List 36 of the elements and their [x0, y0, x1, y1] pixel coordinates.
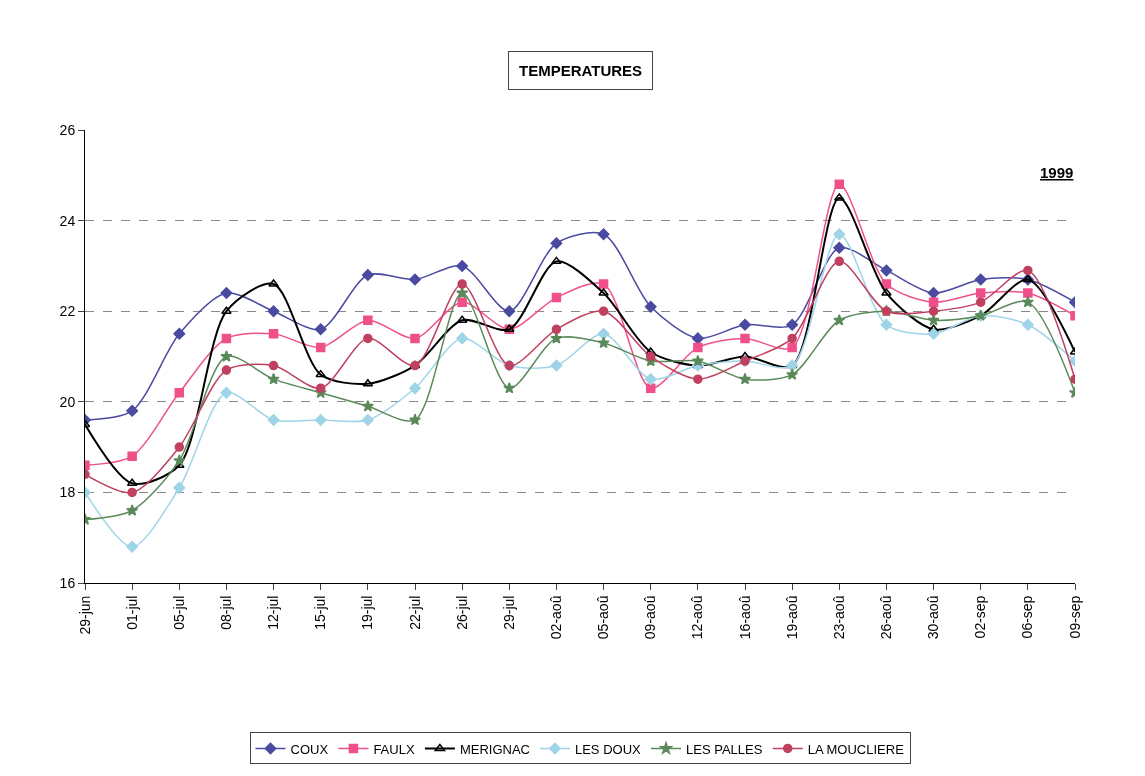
legend-label: MERIGNAC	[459, 741, 530, 757]
x-tick-label: 30-aoû	[925, 595, 942, 640]
x-tick-label: 05-aoû	[595, 595, 612, 640]
y-tick-label: 26	[59, 121, 76, 138]
x-tick-label: 15-jul	[312, 595, 329, 630]
y-tick-label: 16	[59, 574, 76, 591]
legend-label: LA MOUCLIERE	[807, 741, 905, 757]
y-tick-label: 22	[59, 303, 76, 320]
x-tick-label: 05-jul	[170, 595, 187, 630]
x-tick-label: 16-aoû	[736, 595, 753, 640]
x-tick-label: 06-sep	[1019, 595, 1036, 639]
legend-label: FAULX	[373, 741, 415, 757]
x-tick-label: 22-jul	[406, 595, 423, 630]
legend-label: LES DOUX	[574, 741, 642, 757]
x-tick-label: 19-aoû	[783, 595, 800, 640]
x-tick-label: 29-jul	[500, 595, 517, 630]
x-tick-label: 09-sep	[1066, 595, 1083, 639]
x-tick-label: 02-aoû	[547, 595, 564, 640]
x-tick-label: 26-aoû	[877, 595, 894, 640]
x-tick-label: 01-jul	[123, 595, 140, 630]
x-tick-label: 12-aoû	[689, 595, 706, 640]
x-tick-label: 23-aoû	[830, 595, 847, 640]
x-tick-label: 08-jul	[217, 595, 234, 630]
y-tick-label: 24	[59, 212, 76, 229]
x-tick-label: 12-jul	[265, 595, 282, 630]
x-tick-label: 02-sep	[972, 595, 989, 639]
legend-label: LES PALLES	[686, 741, 763, 757]
x-tick-label: 26-jul	[453, 595, 470, 630]
legend-label: COUX	[290, 741, 329, 757]
chart-title: TEMPERATURES	[519, 62, 643, 79]
y-tick-label: 20	[59, 393, 76, 410]
annotation: 1999	[1040, 164, 1074, 181]
x-tick-label: 19-jul	[359, 595, 376, 630]
x-tick-label: 09-aoû	[642, 595, 659, 640]
x-tick-label: 29-jun	[76, 595, 93, 635]
y-tick-label: 18	[59, 484, 76, 501]
